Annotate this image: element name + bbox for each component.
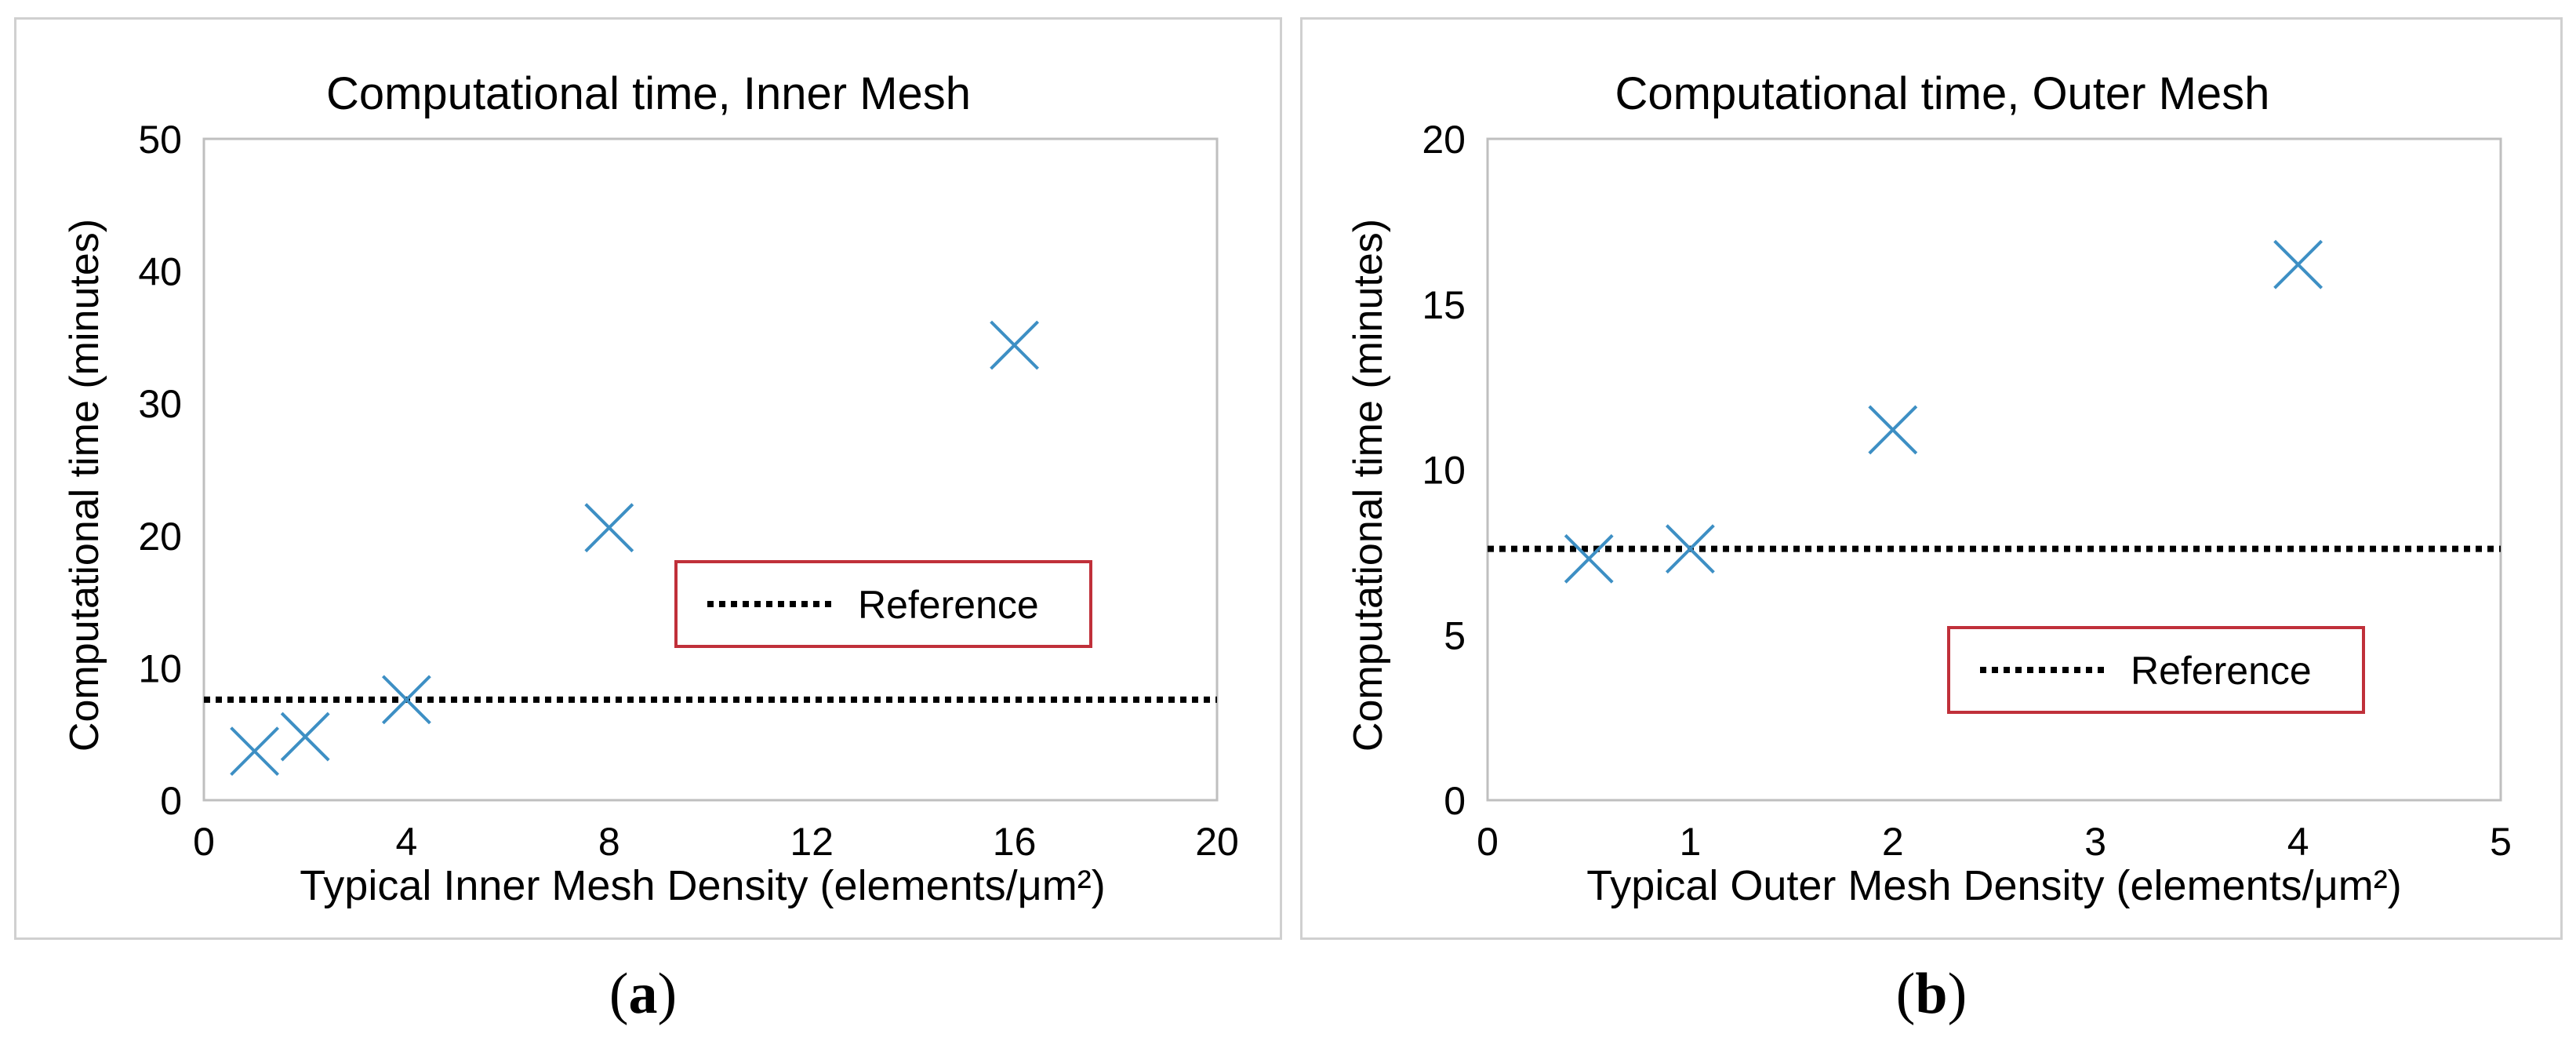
chart-a-xtick-label: 20 (1195, 820, 1239, 864)
chart-b-xtick-label: 4 (2287, 820, 2309, 864)
chart-a-xtick-label: 16 (993, 820, 1037, 864)
chart-a-data-point (381, 675, 431, 725)
chart-a-svg: Computational time, Inner Mesh0102030405… (62, 68, 1239, 909)
chart-b-marker-stroke (2273, 239, 2323, 289)
chart-a-ytick-label: 50 (138, 118, 182, 162)
chart-a-marker-stroke (584, 503, 634, 553)
chart-a-data-point (584, 503, 634, 553)
chart-a-legend-label: Reference (858, 583, 1039, 627)
chart-b-ylabel: Computational time (minutes) (1346, 219, 1391, 752)
chart-a-marker-stroke (990, 320, 1040, 370)
chart-a-data-point (280, 712, 330, 762)
chart-a-xtick-label: 12 (790, 820, 834, 864)
chart-b-ytick-label: 5 (1444, 613, 1466, 657)
chart-a-xlabel: Typical Inner Mesh Density (elements/μm²… (300, 862, 1105, 909)
chart-b-ytick-label: 10 (1422, 449, 1466, 493)
chart-b-marker-stroke (1564, 533, 1614, 584)
chart-a-xtick-label: 0 (193, 820, 215, 864)
chart-panel-a: Computational time, Inner Mesh 0 10 20 30 40 5… (14, 17, 1282, 940)
chart-a-ytick-label: 0 (160, 779, 182, 823)
chart-a-data-point (230, 726, 280, 777)
chart-b-legend-label: Reference (2131, 649, 2312, 693)
chart-a-marker-stroke (230, 726, 280, 777)
chart-b-xlabel: Typical Outer Mesh Density (elements/μm²… (1586, 862, 2401, 909)
chart-b-data-point (1665, 524, 1715, 574)
chart-b-title: Computational time, Outer Mesh (1615, 68, 2270, 119)
chart-b-xtick-label: 0 (1477, 820, 1499, 864)
chart-a-xtick-label: 4 (395, 820, 417, 864)
chart-b-data-point (1564, 533, 1614, 584)
chart-b-xtick-label: 1 (1679, 820, 1701, 864)
chart-a-title: Computational time, Inner Mesh (326, 68, 971, 119)
caption-a: (a) (609, 962, 678, 1026)
chart-a-ytick-label: 20 (138, 515, 182, 559)
caption-b-letter: b (1915, 962, 1948, 1026)
chart-panel-b: Computational time, Outer Mesh 0 5 10 15 20 0 1… (1300, 17, 2563, 940)
chart-a-ytick-label: 10 (138, 646, 182, 690)
chart-a-ytick-label: 40 (138, 250, 182, 294)
chart-b-marker-stroke (1665, 524, 1715, 574)
chart-b-ytick-label: 0 (1444, 779, 1466, 823)
caption-a-letter: a (628, 962, 658, 1026)
chart-a-data-point (990, 320, 1040, 370)
chart-a-ylabel: Computational time (minutes) (62, 219, 107, 752)
chart-b-ytick-label: 20 (1422, 118, 1466, 162)
chart-a-ytick-label: 30 (138, 382, 182, 426)
chart-b-xtick-label: 2 (1882, 820, 1904, 864)
chart-a-marker-stroke (381, 675, 431, 725)
chart-a-plot-area (202, 137, 1219, 802)
chart-b-data-point (2273, 239, 2323, 289)
caption-b: (b) (1895, 962, 1967, 1026)
chart-b-xtick-label: 3 (2084, 820, 2106, 864)
chart-b-marker-stroke (1868, 405, 1918, 455)
chart-b-plot-area (1486, 137, 2502, 802)
chart-a-xtick-label: 8 (598, 820, 620, 864)
chart-b-ytick-label: 15 (1422, 283, 1466, 327)
chart-b-xtick-label: 5 (2490, 820, 2512, 864)
chart-b-data-point (1868, 405, 1918, 455)
chart-a-marker-stroke (280, 712, 330, 762)
